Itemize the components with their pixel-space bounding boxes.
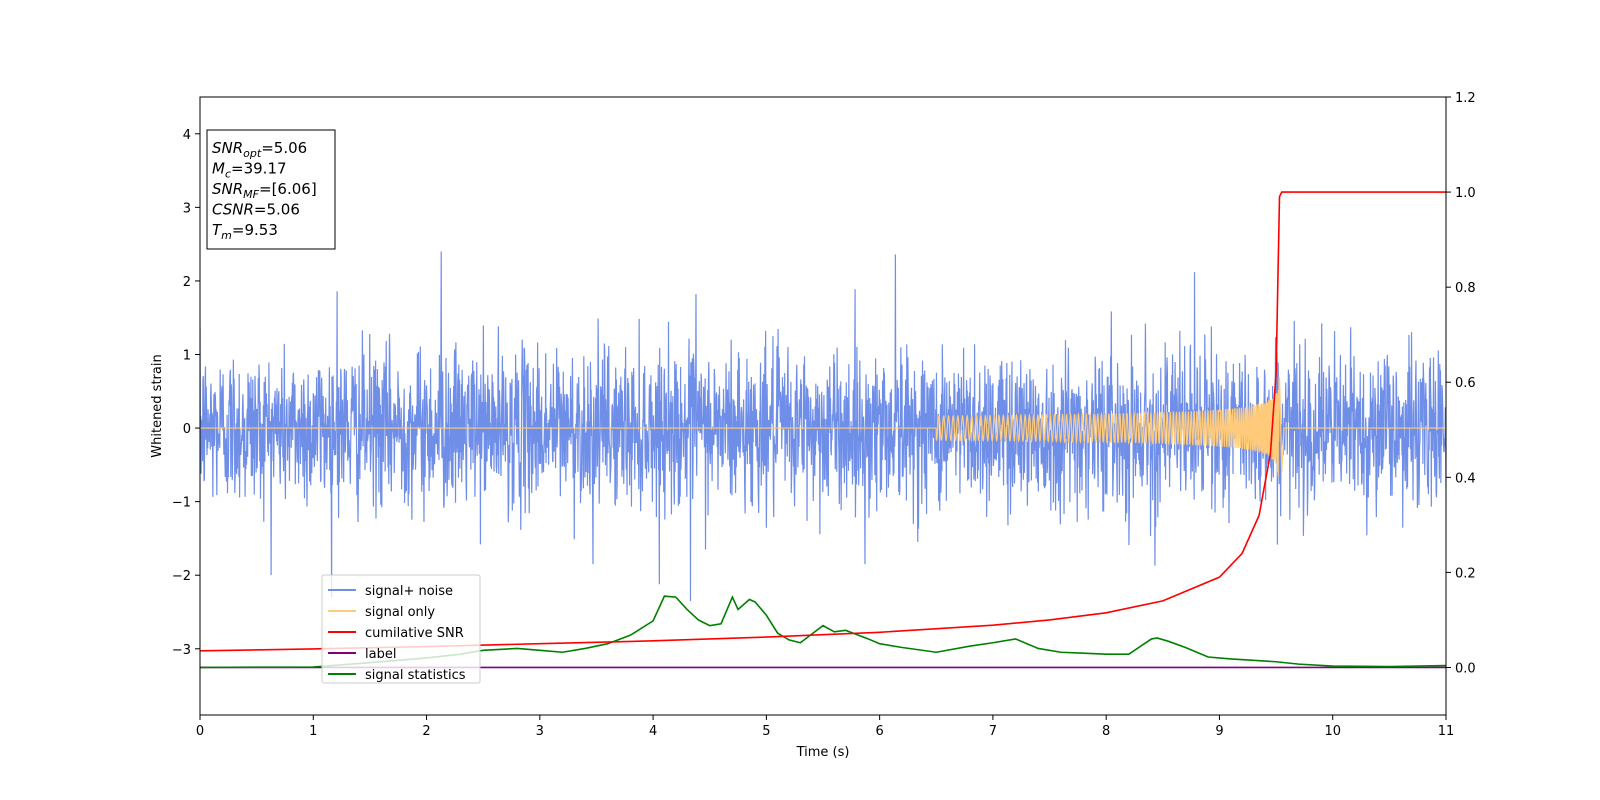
y2-tick-label: 0.6 (1455, 376, 1476, 391)
x-tick-label: 11 (1438, 724, 1455, 739)
y2-tick-label: 0.0 (1455, 661, 1476, 676)
x-tick-label: 3 (536, 724, 544, 739)
x-tick-label: 2 (422, 724, 430, 739)
x-tick-label: 6 (875, 724, 883, 739)
legend-label: cumilative SNR (365, 626, 464, 641)
stats-line: Mc=39.17 (212, 160, 287, 181)
legend-label: label (365, 647, 396, 662)
y-axis-left: −3 −2 −1 0 1 2 3 4 (172, 128, 200, 658)
y-tick-label: −3 (172, 643, 191, 658)
series-cumulative-snr (200, 191, 1446, 652)
x-tick-label: 9 (1215, 724, 1223, 739)
x-tick-label: 7 (989, 724, 997, 739)
y-tick-label: −1 (172, 496, 191, 511)
x-axis-title: Time (s) (796, 745, 850, 760)
y-axis-right: 0.0 0.2 0.4 0.6 0.8 1.0 1.2 (1446, 91, 1476, 676)
y-tick-label: 2 (183, 275, 191, 290)
stats-line: CSNR=5.06 (212, 201, 300, 219)
x-tick-label: 0 (196, 724, 204, 739)
stats-line: SNRMF=[6.06] (212, 180, 317, 201)
stats-box-frame (206, 129, 336, 250)
x-tick-label: 5 (762, 724, 770, 739)
stats-line: Tm=9.53 (212, 221, 278, 242)
legend-frame (321, 574, 481, 684)
legend-label: signal only (365, 605, 435, 620)
legend-label: signal statistics (365, 668, 466, 683)
x-tick-label: 8 (1102, 724, 1110, 739)
x-tick-label: 1 (309, 724, 317, 739)
series-signal-statistics (200, 595, 1446, 669)
y-tick-label: 4 (183, 128, 191, 143)
y2-tick-label: 1.0 (1455, 186, 1476, 201)
x-tick-label: 10 (1324, 724, 1341, 739)
y2-tick-label: 1.2 (1455, 91, 1476, 106)
legend-label: signal+ noise (365, 584, 453, 599)
y-tick-label: −2 (172, 569, 191, 584)
series-signal-only (200, 376, 1446, 477)
y2-tick-label: 0.8 (1455, 281, 1476, 296)
plot-frame (199, 96, 1447, 716)
y-tick-label: 0 (183, 422, 191, 437)
y2-tick-label: 0.4 (1455, 471, 1476, 486)
stats-annotation-box: SNRopt=5.06Mc=39.17SNRMF=[6.06]CSNR=5.06… (206, 129, 336, 250)
y-tick-label: 3 (183, 201, 191, 216)
stats-line: SNRopt=5.06 (212, 139, 307, 160)
x-axis: 0 1 2 3 4 5 6 7 8 9 10 11 (196, 715, 1454, 739)
y-tick-label: 1 (183, 349, 191, 364)
legend: signal+ noise signal only cumilative SNR la… (321, 574, 481, 684)
y2-tick-label: 0.2 (1455, 566, 1476, 581)
x-tick-label: 4 (649, 724, 657, 739)
y-axis-title: Whitened strain (150, 354, 165, 457)
